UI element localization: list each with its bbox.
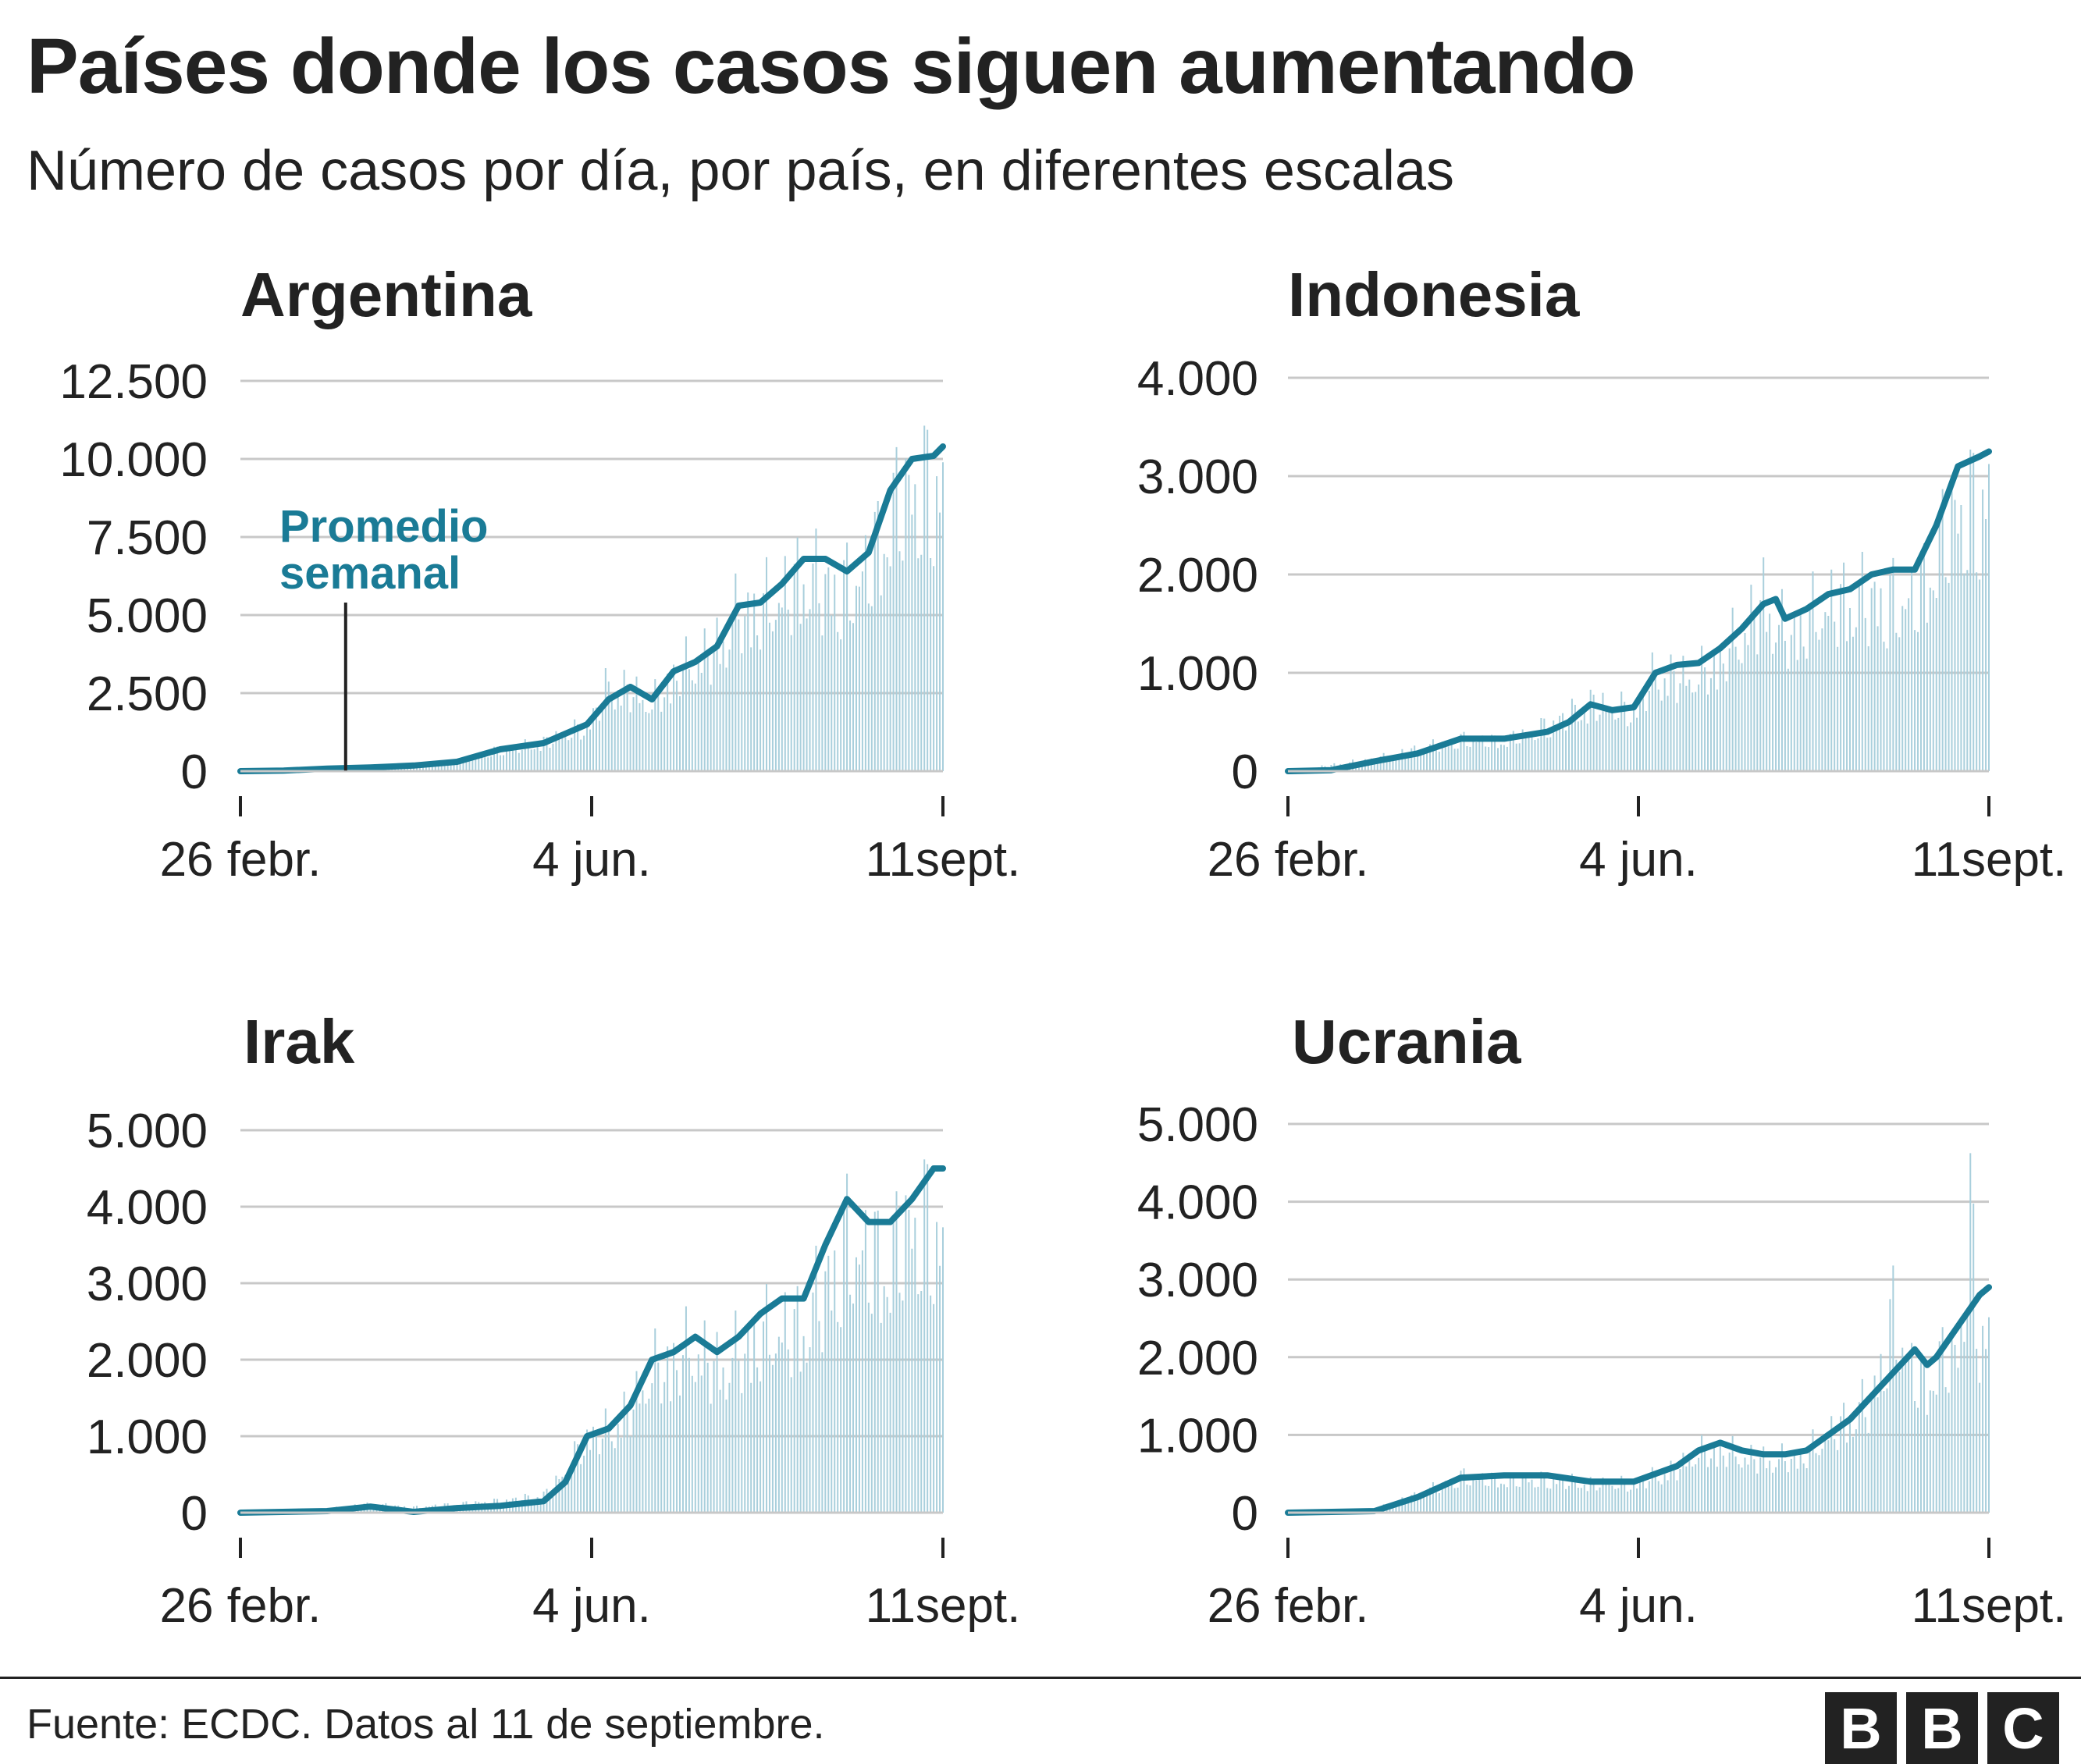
y-tick-label: 5.000 [1137, 1098, 1258, 1152]
y-tick-label: 1.000 [1137, 1409, 1258, 1463]
bbc-logo: B B C [1825, 1692, 2059, 1764]
footer-divider [0, 1677, 2081, 1679]
x-tick-label: 26 febr. [1208, 833, 1369, 887]
panel-title: Irak [244, 1007, 355, 1076]
panel-title: Indonesia [1288, 260, 1580, 329]
bbc-logo-letter: B [1906, 1692, 1978, 1764]
x-tick-label: 4 jun. [532, 833, 651, 887]
y-tick-label: 3.000 [1137, 1254, 1258, 1307]
y-tick-label: 7.500 [87, 511, 208, 565]
x-tick-label: 11sept. [866, 833, 1021, 887]
y-tick-label: 4.000 [1137, 352, 1258, 406]
y-tick-label: 5.000 [87, 1104, 208, 1158]
y-tick-label: 4.000 [1137, 1176, 1258, 1230]
y-tick-label: 2.000 [1137, 1332, 1258, 1385]
annotation-label: semanal [279, 548, 461, 599]
series-line-promedio [237, 443, 946, 774]
y-tick-label: 12.500 [59, 355, 208, 409]
annotation-label: Promedio [279, 501, 489, 552]
x-tick-label: 4 jun. [532, 1579, 651, 1633]
series-line-promedio [1285, 1284, 1992, 1516]
series-line-promedio [1285, 448, 1992, 774]
panel-title: Ucrania [1292, 1007, 1521, 1076]
y-tick-label: 0 [181, 745, 208, 799]
x-tick-label: 4 jun. [1579, 833, 1698, 887]
y-tick-label: 1.000 [1137, 647, 1258, 701]
x-tick-label: 4 jun. [1579, 1579, 1698, 1633]
x-tick-label: 26 febr. [160, 833, 322, 887]
x-tick-label: 26 febr. [1208, 1579, 1369, 1633]
y-tick-label: 5.000 [87, 589, 208, 643]
x-tick-label: 11sept. [1912, 833, 2067, 887]
x-tick-label: 11sept. [1912, 1579, 2067, 1633]
x-tick-label: 11sept. [866, 1579, 1021, 1633]
y-tick-label: 0 [181, 1487, 208, 1541]
y-tick-label: 1.000 [87, 1410, 208, 1464]
y-tick-label: 2.000 [1137, 549, 1258, 603]
bbc-logo-letter: B [1825, 1692, 1897, 1764]
chart-subtitle: Número de casos por día, por país, en di… [27, 140, 1455, 202]
y-tick-label: 3.000 [1137, 450, 1258, 504]
source-note: Fuente: ECDC. Datos al 11 de septiembre. [27, 1701, 825, 1748]
chart-title: Países donde los casos siguen aumentando [27, 23, 1636, 110]
series-line-promedio [237, 1165, 946, 1516]
bbc-logo-letter: C [1987, 1692, 2059, 1764]
y-tick-label: 0 [1232, 1487, 1258, 1541]
y-tick-label: 0 [1232, 745, 1258, 799]
panel-title: Argentina [240, 260, 532, 329]
y-tick-label: 2.500 [87, 667, 208, 721]
y-tick-label: 10.000 [59, 433, 208, 487]
y-tick-label: 3.000 [87, 1257, 208, 1311]
y-tick-label: 4.000 [87, 1181, 208, 1235]
y-tick-label: 2.000 [87, 1334, 208, 1388]
x-tick-label: 26 febr. [160, 1579, 322, 1633]
